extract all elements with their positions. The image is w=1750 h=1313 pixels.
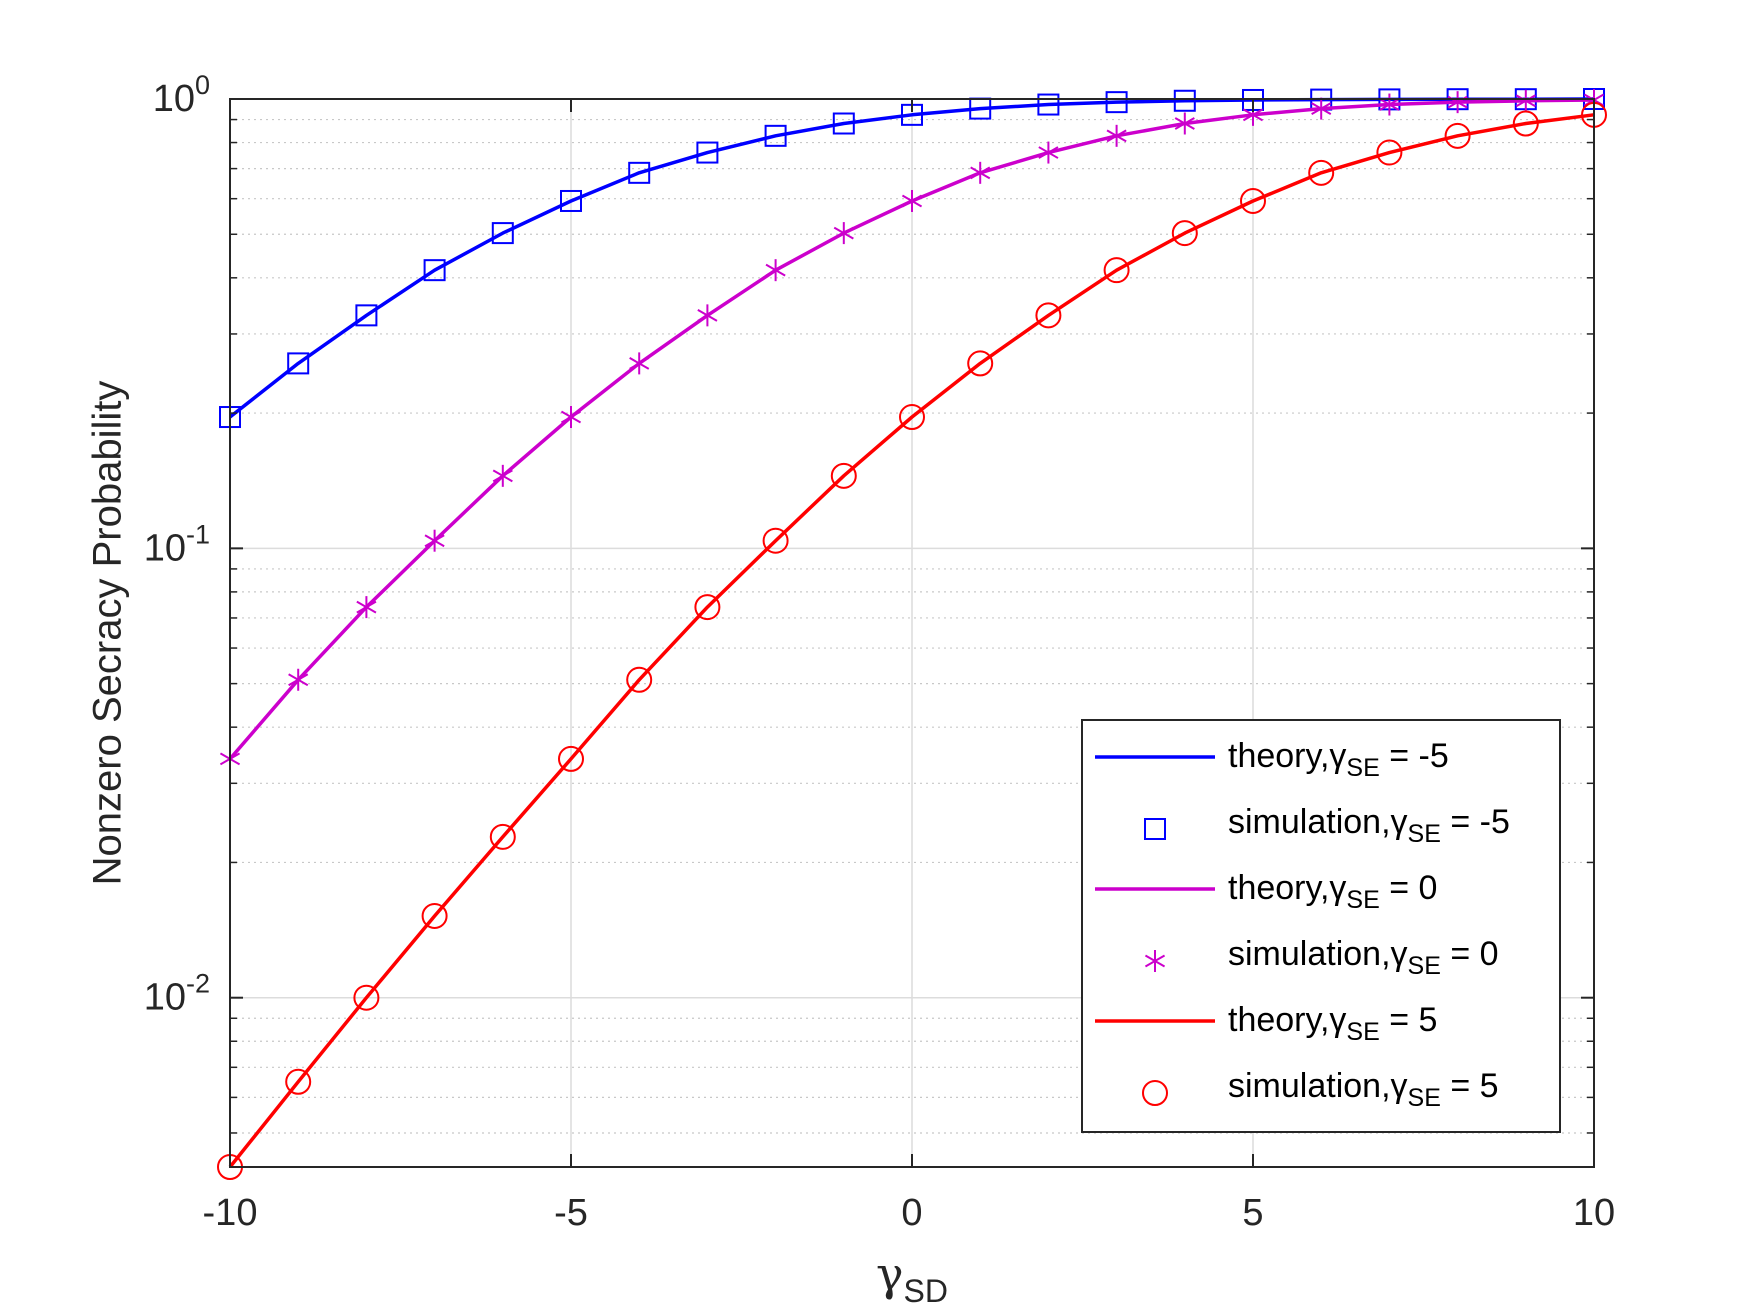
y-tick-label: 10-1 <box>144 519 210 569</box>
legend-entry-0: theory,γSE = -5 <box>1095 737 1449 782</box>
data-point <box>967 350 994 377</box>
data-point <box>901 189 923 212</box>
data-point <box>1105 91 1128 114</box>
data-point <box>970 161 991 184</box>
data-point <box>764 124 787 147</box>
legend-label: theory,γSE = 0 <box>1228 869 1437 914</box>
data-point <box>1379 93 1400 116</box>
data-point <box>899 404 925 431</box>
data-point <box>489 823 516 850</box>
series-4 <box>228 113 1595 1169</box>
legend-entry-5: simulation,γSE = 5 <box>1142 1067 1499 1112</box>
data-point <box>1174 112 1195 135</box>
data-point <box>285 1068 312 1095</box>
legend-marker-swatch <box>1142 1080 1168 1106</box>
data-point <box>424 529 445 552</box>
legend-entry-1: simulation,γSE = -5 <box>1144 803 1510 848</box>
data-point <box>629 352 650 375</box>
data-point <box>830 462 857 489</box>
y-tick-label: 100 <box>153 70 210 120</box>
data-point <box>287 352 310 375</box>
data-point <box>626 666 653 693</box>
data-point <box>1103 257 1130 284</box>
data-point <box>421 902 448 929</box>
data-point <box>1515 89 1536 112</box>
data-point <box>491 222 514 245</box>
y-tick-label: 10-2 <box>144 969 210 1019</box>
data-point <box>1376 139 1403 166</box>
data-point <box>1037 93 1060 116</box>
legend-label: theory,γSE = 5 <box>1228 1001 1437 1046</box>
data-point <box>558 745 584 772</box>
legend-label: simulation,γSE = -5 <box>1228 803 1510 848</box>
data-point <box>1444 122 1471 149</box>
data-point <box>1038 141 1059 164</box>
x-tick-label: 5 <box>1242 1192 1263 1234</box>
data-point <box>1311 97 1332 120</box>
legend-marker-swatch <box>1144 950 1166 972</box>
x-axis-label-subscript: SD <box>904 1273 948 1309</box>
data-point <box>492 464 513 487</box>
data-point <box>832 112 855 135</box>
data-point <box>628 161 651 184</box>
data-point <box>1035 302 1062 329</box>
data-point <box>697 304 718 327</box>
series-line <box>228 113 1595 1169</box>
series-layer <box>217 88 1607 1180</box>
legend-label: simulation,γSE = 0 <box>1228 935 1499 980</box>
y-axis-label: Nonzero Secracy Probability <box>86 381 130 886</box>
data-point <box>353 984 380 1011</box>
legend-box <box>1081 719 1561 1133</box>
legend-label: theory,γSE = -5 <box>1228 737 1449 782</box>
legend-entry-3: simulation,γSE = 0 <box>1144 935 1499 980</box>
data-point <box>1173 89 1196 112</box>
data-point <box>762 527 789 554</box>
data-point <box>1171 220 1198 247</box>
x-tick-label: 10 <box>1573 1192 1615 1234</box>
x-tick-label: 0 <box>901 1192 922 1234</box>
data-point <box>833 222 854 245</box>
data-point <box>694 594 721 621</box>
legend: theory,γSE = -5 simulation,γSE = -5 theory… <box>1081 719 1561 1133</box>
legend-entry-4: theory,γSE = 5 <box>1095 1001 1437 1046</box>
x-tick-label: -5 <box>554 1192 588 1234</box>
x-tick-label: -10 <box>203 1192 258 1234</box>
y-tick-labels: 100 10-1 10-2 <box>144 70 210 1019</box>
x-axis-label-symbol: γ <box>876 1247 904 1301</box>
data-point <box>1512 110 1539 137</box>
data-point <box>1240 187 1266 214</box>
x-axis-label: γSD <box>876 1247 948 1309</box>
x-tick-labels: -10 -5 0 5 10 <box>203 1192 1616 1234</box>
data-point <box>765 259 786 282</box>
data-point <box>696 141 719 164</box>
legend-label: simulation,γSE = 5 <box>1228 1067 1499 1112</box>
data-point <box>560 189 582 212</box>
data-point <box>288 668 309 691</box>
legend-marker-swatch <box>1144 818 1166 840</box>
ticks <box>229 98 1595 1167</box>
legend-entry-2: theory,γSE = 0 <box>1095 869 1437 914</box>
data-point <box>1308 159 1335 186</box>
data-point <box>1106 124 1127 147</box>
data-point <box>356 596 377 619</box>
data-point <box>355 304 378 327</box>
data-point <box>423 259 446 282</box>
data-point <box>560 406 582 429</box>
